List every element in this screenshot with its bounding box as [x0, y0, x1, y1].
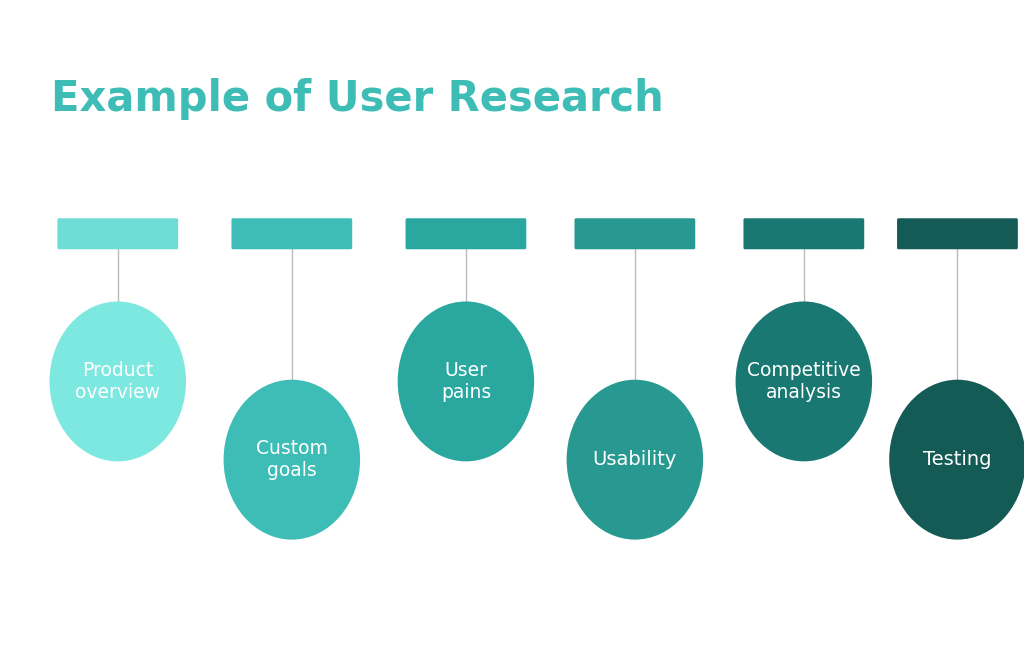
FancyBboxPatch shape: [574, 218, 695, 249]
FancyBboxPatch shape: [897, 218, 1018, 249]
FancyBboxPatch shape: [743, 218, 864, 249]
Ellipse shape: [223, 379, 360, 540]
Text: User
pains: User pains: [440, 361, 492, 402]
Ellipse shape: [566, 379, 703, 540]
FancyBboxPatch shape: [231, 218, 352, 249]
Text: Example of User Research: Example of User Research: [51, 78, 664, 120]
Ellipse shape: [889, 379, 1024, 540]
Text: Custom
goals: Custom goals: [256, 439, 328, 480]
Text: Competitive
analysis: Competitive analysis: [746, 361, 861, 402]
Ellipse shape: [397, 301, 535, 462]
FancyBboxPatch shape: [57, 218, 178, 249]
Text: Usability: Usability: [593, 450, 677, 469]
FancyBboxPatch shape: [406, 218, 526, 249]
Ellipse shape: [735, 301, 872, 462]
Ellipse shape: [49, 301, 186, 462]
Text: Testing: Testing: [924, 450, 991, 469]
Text: Product
overview: Product overview: [75, 361, 161, 402]
